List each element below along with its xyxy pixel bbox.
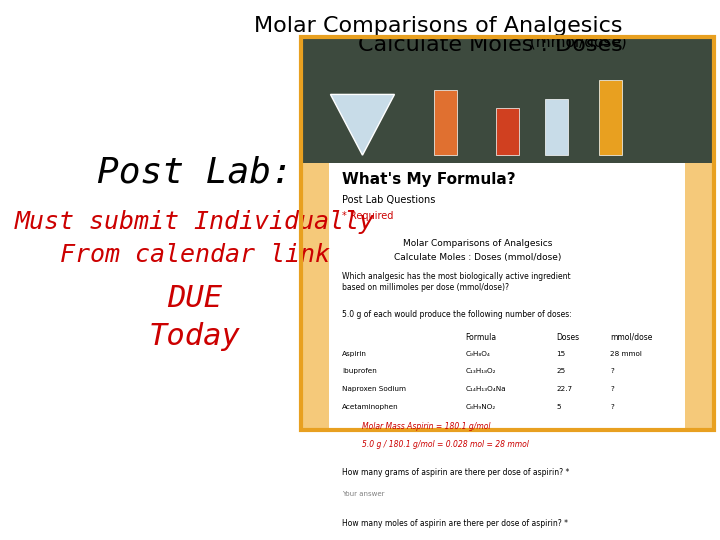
Text: ?: ? (611, 404, 614, 410)
Text: Acetaminophen: Acetaminophen (342, 404, 398, 410)
Text: C₈H₉NO₂: C₈H₉NO₂ (466, 404, 496, 410)
Text: 25: 25 (557, 368, 566, 374)
FancyBboxPatch shape (300, 163, 330, 430)
Text: Must submit Individually
From calendar link: Must submit Individually From calendar l… (15, 210, 375, 267)
Text: Formula: Formula (466, 333, 497, 342)
Text: Aspirin: Aspirin (342, 350, 366, 356)
Text: 15: 15 (557, 350, 566, 356)
Text: Molar Comparisons of Analgesics: Molar Comparisons of Analgesics (403, 239, 553, 248)
FancyBboxPatch shape (495, 109, 518, 155)
Text: Molar Comparisons of Analgesics: Molar Comparisons of Analgesics (254, 16, 623, 36)
Text: Which analgesic has the most biologically active ingredient
based on millimoles : Which analgesic has the most biologicall… (342, 272, 570, 292)
Text: C₉H₈O₄: C₉H₈O₄ (466, 350, 490, 356)
Text: Doses: Doses (557, 333, 580, 342)
Text: 22.7: 22.7 (557, 386, 572, 392)
Text: C₁₃H₁₈O₂: C₁₃H₁₈O₂ (466, 368, 496, 374)
Text: Calculate Moles : Doses (mmol/dose): Calculate Moles : Doses (mmol/dose) (395, 253, 562, 262)
Text: ?: ? (611, 386, 614, 392)
Text: Post Lab:: Post Lab: (97, 156, 293, 190)
Text: mmol/dose: mmol/dose (611, 333, 653, 342)
FancyBboxPatch shape (330, 163, 685, 430)
Text: Naproxen Sodium: Naproxen Sodium (342, 386, 406, 392)
Text: 5: 5 (557, 404, 562, 410)
Text: How many grams of aspirin are there per dose of aspirin? *: How many grams of aspirin are there per … (342, 468, 570, 477)
Text: C₁₄H₁₃O₄Na: C₁₄H₁₃O₄Na (466, 386, 506, 392)
FancyBboxPatch shape (685, 163, 714, 430)
Text: DUE
Today: DUE Today (149, 284, 240, 352)
Text: 5.0 g / 180.1 g/mol = 0.028 mol = 28 mmol: 5.0 g / 180.1 g/mol = 0.028 mol = 28 mmo… (362, 441, 529, 449)
Text: * Required: * Required (342, 211, 393, 221)
Text: ?: ? (611, 368, 614, 374)
Text: 5.0 g of each would produce the following number of doses:: 5.0 g of each would produce the followin… (342, 309, 572, 319)
Text: Ibuprofen: Ibuprofen (342, 368, 377, 374)
Text: What's My Formula?: What's My Formula? (342, 172, 516, 187)
FancyBboxPatch shape (545, 99, 568, 155)
Text: (mmol/dose): (mmol/dose) (525, 35, 626, 50)
FancyBboxPatch shape (599, 80, 622, 155)
Polygon shape (330, 94, 395, 155)
Text: 28 mmol: 28 mmol (611, 350, 642, 356)
FancyBboxPatch shape (433, 90, 456, 155)
Text: Calculate Moles : Doses: Calculate Moles : Doses (358, 35, 623, 55)
Text: Post Lab Questions: Post Lab Questions (342, 195, 435, 205)
FancyBboxPatch shape (300, 37, 714, 163)
Text: How many moles of aspirin are there per dose of aspirin? *: How many moles of aspirin are there per … (342, 519, 568, 528)
Text: Your answer: Your answer (342, 491, 384, 497)
Text: Molar Mass Aspirin = 180.1 g/mol: Molar Mass Aspirin = 180.1 g/mol (362, 422, 491, 431)
